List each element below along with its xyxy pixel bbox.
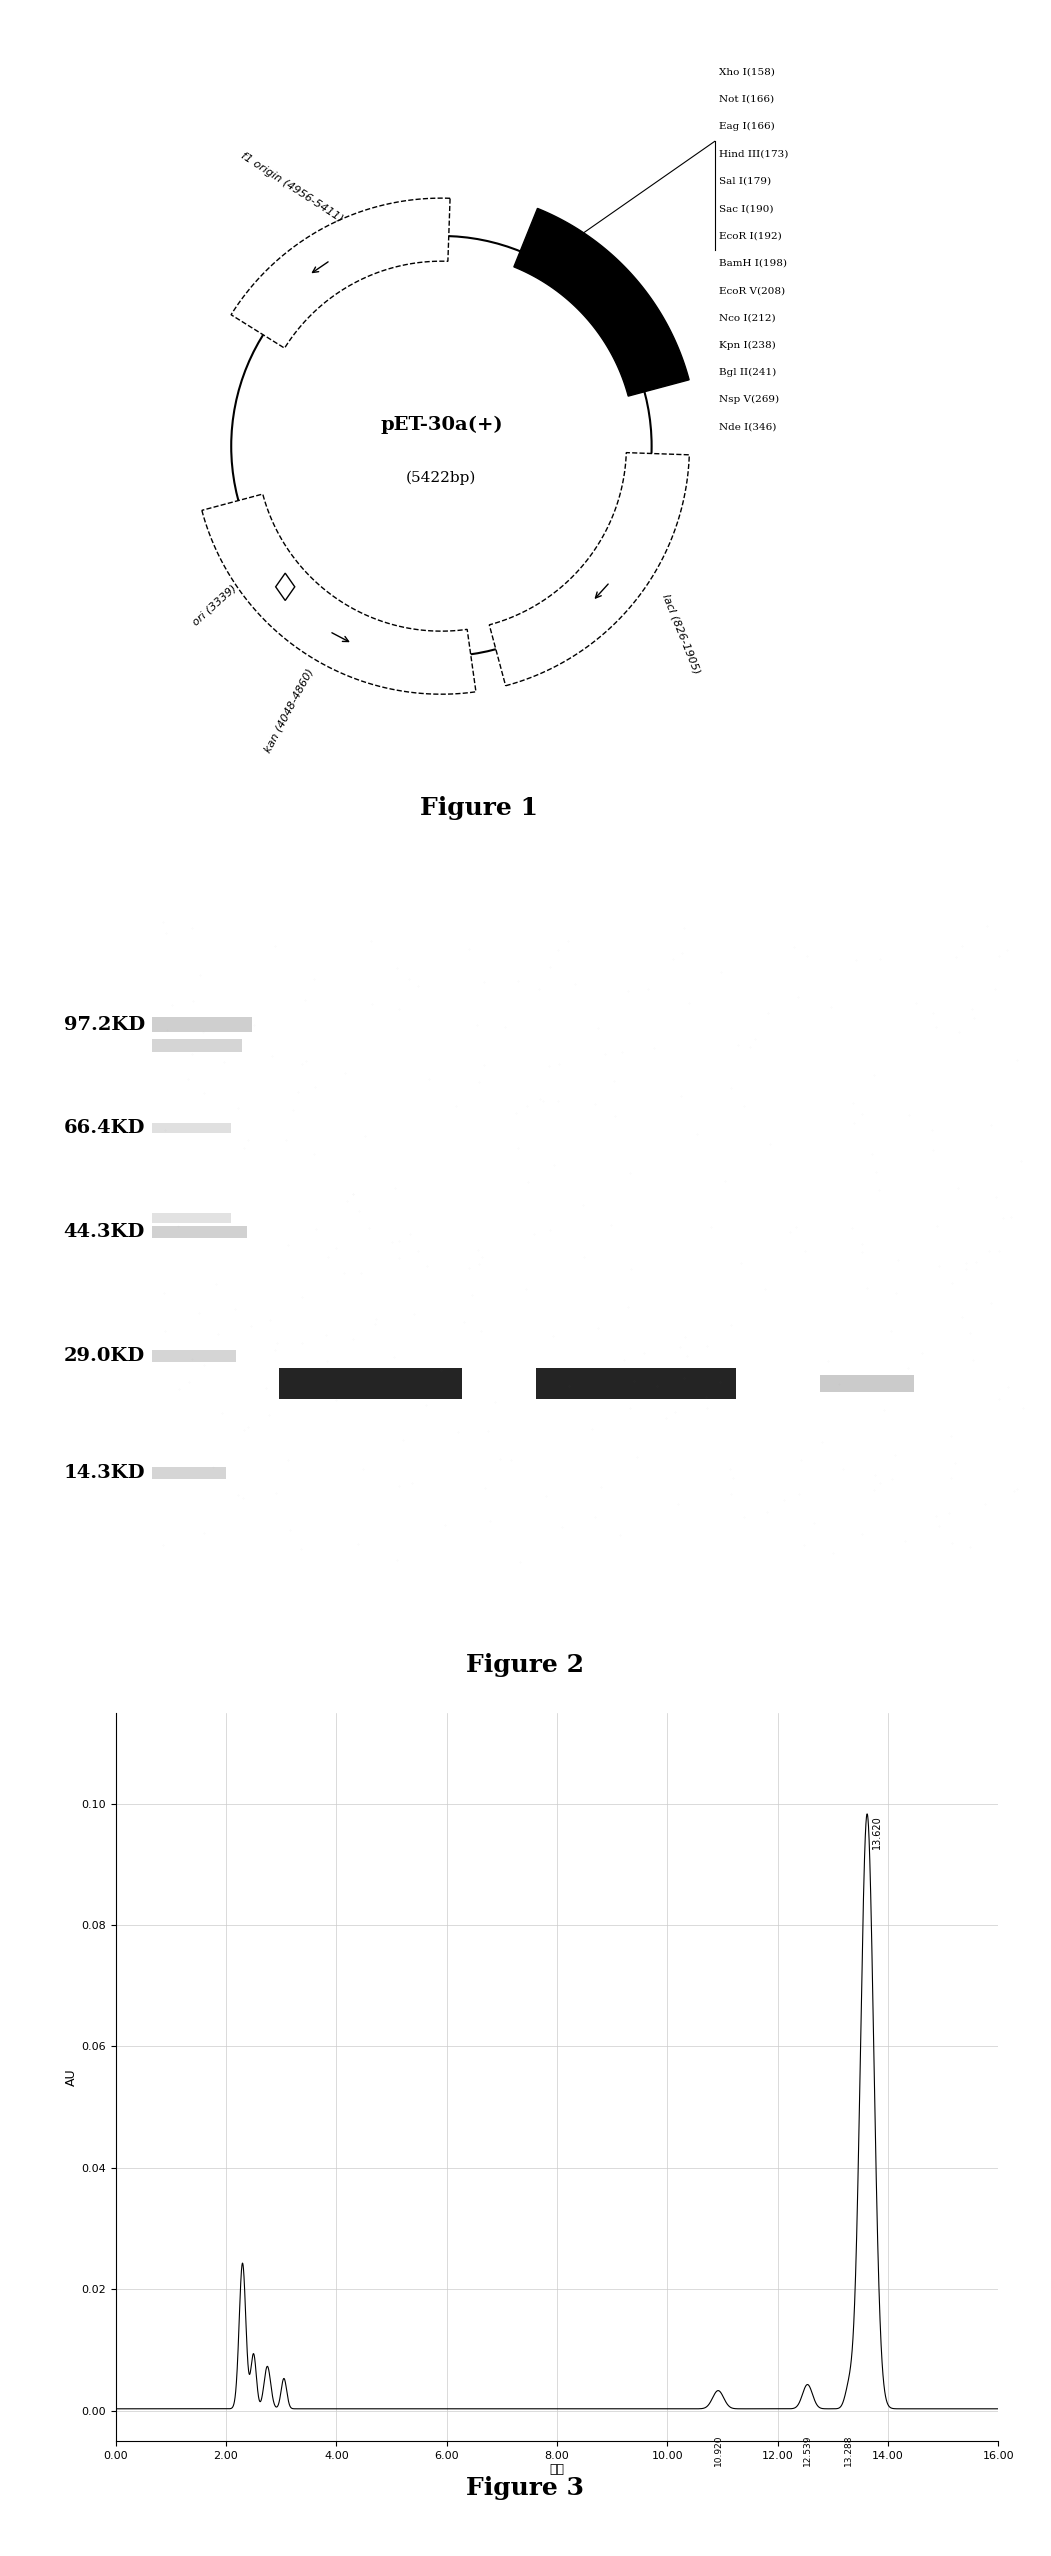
- FancyBboxPatch shape: [152, 1467, 226, 1480]
- Text: Figure 1: Figure 1: [420, 795, 538, 820]
- Text: 14.3KD: 14.3KD: [63, 1465, 145, 1482]
- FancyBboxPatch shape: [152, 1017, 252, 1033]
- Text: Nde I(346): Nde I(346): [719, 422, 777, 432]
- Text: Figure 2: Figure 2: [467, 1654, 584, 1677]
- FancyBboxPatch shape: [152, 1122, 231, 1132]
- Text: BamH I(198): BamH I(198): [719, 258, 787, 268]
- Text: kan (4048-4860): kan (4048-4860): [263, 667, 315, 754]
- Polygon shape: [231, 199, 450, 348]
- Text: 12.539: 12.539: [803, 2436, 812, 2467]
- Text: Nsp V(269): Nsp V(269): [719, 396, 779, 404]
- Text: Eag I(166): Eag I(166): [719, 123, 775, 130]
- FancyBboxPatch shape: [536, 1367, 736, 1398]
- FancyBboxPatch shape: [152, 1040, 242, 1051]
- Text: Sal I(179): Sal I(179): [719, 176, 771, 187]
- X-axis label: 分钟: 分钟: [550, 2464, 564, 2477]
- FancyBboxPatch shape: [152, 1224, 247, 1237]
- FancyBboxPatch shape: [152, 1350, 236, 1362]
- Text: Figure 3: Figure 3: [467, 2477, 584, 2500]
- Polygon shape: [202, 493, 476, 695]
- Polygon shape: [490, 452, 689, 685]
- Text: Not I(166): Not I(166): [719, 95, 774, 105]
- Text: Nco I(212): Nco I(212): [719, 314, 776, 322]
- Y-axis label: AU: AU: [65, 2068, 79, 2086]
- Polygon shape: [275, 573, 294, 601]
- FancyBboxPatch shape: [820, 1375, 914, 1393]
- FancyBboxPatch shape: [152, 1214, 231, 1222]
- Text: ori (3339): ori (3339): [190, 583, 238, 629]
- Text: 66.4KD: 66.4KD: [63, 1120, 145, 1137]
- Text: 13.288: 13.288: [844, 2436, 853, 2467]
- Text: Xho I(158): Xho I(158): [719, 66, 775, 77]
- Text: f1 origin (4956-5411): f1 origin (4956-5411): [240, 151, 345, 225]
- Text: 13.620: 13.620: [871, 1815, 882, 1851]
- Text: 97.2KD: 97.2KD: [64, 1015, 145, 1033]
- FancyBboxPatch shape: [279, 1367, 462, 1398]
- Polygon shape: [514, 210, 689, 396]
- Text: Hind III(173): Hind III(173): [719, 148, 788, 158]
- Text: Bgl II(241): Bgl II(241): [719, 368, 776, 378]
- Text: Kpn I(238): Kpn I(238): [719, 340, 776, 350]
- Text: 10.920: 10.920: [714, 2436, 723, 2467]
- Text: EcoR V(208): EcoR V(208): [719, 286, 785, 294]
- Text: pET-30a(+): pET-30a(+): [380, 417, 502, 435]
- Text: EcoR I(192): EcoR I(192): [719, 233, 782, 240]
- Text: 29.0KD: 29.0KD: [64, 1347, 145, 1365]
- Text: lacI (826-1905): lacI (826-1905): [661, 593, 702, 675]
- Text: (5422bp): (5422bp): [407, 470, 476, 486]
- Text: 44.3KD: 44.3KD: [64, 1222, 145, 1240]
- Text: Sac I(190): Sac I(190): [719, 204, 774, 212]
